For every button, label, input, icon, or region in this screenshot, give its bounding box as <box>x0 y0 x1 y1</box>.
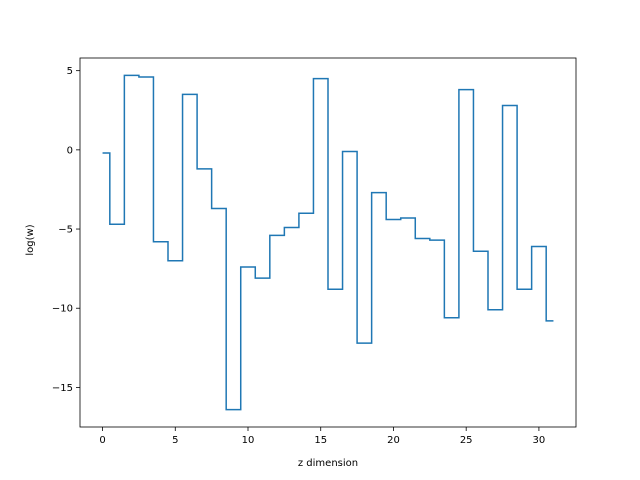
series-line-0 <box>102 74 554 411</box>
x-tick-label: 0 <box>99 435 105 446</box>
x-axis-ticks: 0 5 10 15 20 25 30 <box>99 427 545 446</box>
y-axis-label: log(w) <box>25 224 36 255</box>
y-tick-label: 5 <box>67 66 73 77</box>
y-tick-label: −15 <box>52 383 73 394</box>
y-tick-label: −10 <box>52 304 73 315</box>
series-group <box>102 74 554 411</box>
x-tick-label: 5 <box>172 435 178 446</box>
x-tick-label: 10 <box>242 435 255 446</box>
x-tick-label: 20 <box>387 435 400 446</box>
x-tick-label: 15 <box>314 435 327 446</box>
y-tick-label: 0 <box>67 145 73 156</box>
x-axis-label: z dimension <box>298 458 358 469</box>
plot-frame <box>79 57 577 428</box>
x-tick-label: 30 <box>533 435 546 446</box>
x-tick-label: 25 <box>460 435 473 446</box>
plot-area <box>79 57 577 428</box>
y-axis-ticks: 5 0 −5 −10 −15 <box>52 66 80 394</box>
y-tick-label: −5 <box>58 225 73 236</box>
